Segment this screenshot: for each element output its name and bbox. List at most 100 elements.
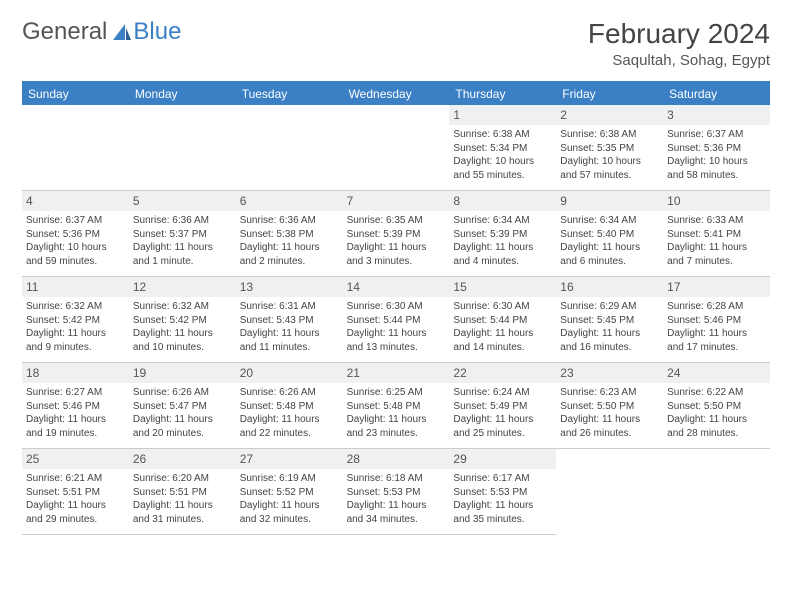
day-cell: 22Sunrise: 6:24 AMSunset: 5:49 PMDayligh… bbox=[449, 363, 556, 449]
daylight-text: Daylight: 10 hours and 57 minutes. bbox=[560, 155, 659, 182]
sunset-text: Sunset: 5:45 PM bbox=[560, 314, 659, 328]
day-number: 2 bbox=[556, 105, 663, 125]
day-number: 24 bbox=[663, 363, 770, 383]
sunrise-text: Sunrise: 6:30 AM bbox=[347, 300, 446, 314]
sunset-text: Sunset: 5:50 PM bbox=[667, 400, 766, 414]
sunset-text: Sunset: 5:36 PM bbox=[667, 142, 766, 156]
sunset-text: Sunset: 5:37 PM bbox=[133, 228, 232, 242]
day-cell: 24Sunrise: 6:22 AMSunset: 5:50 PMDayligh… bbox=[663, 363, 770, 449]
day-cell: 26 Sunrise: 6:20 AMSunset: 5:51 PMDayligh… bbox=[129, 449, 236, 535]
empty-cell bbox=[343, 105, 450, 191]
sunrise-text: Sunrise: 6:38 AM bbox=[453, 128, 552, 142]
sunset-text: Sunset: 5:46 PM bbox=[26, 400, 125, 414]
day-number: 3 bbox=[663, 105, 770, 125]
day-cell: 1Sunrise: 6:38 AMSunset: 5:34 PMDaylight… bbox=[449, 105, 556, 191]
day-cell: 28Sunrise: 6:18 AMSunset: 5:53 PMDayligh… bbox=[343, 449, 450, 535]
sunset-text: Sunset: 5:51 PM bbox=[26, 486, 125, 500]
day-cell: 20Sunrise: 6:26 AMSunset: 5:48 PMDayligh… bbox=[236, 363, 343, 449]
logo-text-1: General bbox=[22, 18, 107, 46]
calendar-grid: 1Sunrise: 6:38 AMSunset: 5:34 PMDaylight… bbox=[22, 105, 770, 535]
sunrise-text: Sunrise: 6:26 AM bbox=[133, 386, 232, 400]
sunrise-text: Sunrise: 6:34 AM bbox=[560, 214, 659, 228]
daylight-text: Daylight: 11 hours and 13 minutes. bbox=[347, 327, 446, 354]
sunset-text: Sunset: 5:39 PM bbox=[347, 228, 446, 242]
sunset-text: Sunset: 5:40 PM bbox=[560, 228, 659, 242]
daylight-text: Daylight: 11 hours and 35 minutes. bbox=[453, 499, 552, 526]
sunrise-text: Sunrise: 6:30 AM bbox=[453, 300, 552, 314]
sunset-text: Sunset: 5:51 PM bbox=[133, 486, 232, 500]
day-number: 13 bbox=[236, 277, 343, 297]
sunrise-text: Sunrise: 6:29 AM bbox=[560, 300, 659, 314]
location-text: Saqultah, Sohag, Egypt bbox=[588, 52, 770, 69]
day-cell: 12 Sunrise: 6:32 AMSunset: 5:42 PMDayligh… bbox=[129, 277, 236, 363]
sunset-text: Sunset: 5:53 PM bbox=[347, 486, 446, 500]
day-cell: 9Sunrise: 6:34 AMSunset: 5:40 PMDaylight… bbox=[556, 191, 663, 277]
sunrise-text: Sunrise: 6:20 AM bbox=[133, 472, 232, 486]
sunrise-text: Sunrise: 6:37 AM bbox=[26, 214, 125, 228]
day-number: 7 bbox=[343, 191, 450, 211]
weekday-header: SundayMondayTuesdayWednesdayThursdayFrid… bbox=[22, 83, 770, 105]
daylight-text: Daylight: 11 hours and 28 minutes. bbox=[667, 413, 766, 440]
day-cell: 7Sunrise: 6:35 AMSunset: 5:39 PMDaylight… bbox=[343, 191, 450, 277]
day-cell: 17Sunrise: 6:28 AMSunset: 5:46 PMDayligh… bbox=[663, 277, 770, 363]
daylight-text: Daylight: 11 hours and 14 minutes. bbox=[453, 327, 552, 354]
sunrise-text: Sunrise: 6:36 AM bbox=[240, 214, 339, 228]
weekday-label: Saturday bbox=[663, 83, 770, 105]
sunset-text: Sunset: 5:53 PM bbox=[453, 486, 552, 500]
daylight-text: Daylight: 11 hours and 4 minutes. bbox=[453, 241, 552, 268]
day-cell: 16Sunrise: 6:29 AMSunset: 5:45 PMDayligh… bbox=[556, 277, 663, 363]
sunset-text: Sunset: 5:44 PM bbox=[453, 314, 552, 328]
daylight-text: Daylight: 11 hours and 26 minutes. bbox=[560, 413, 659, 440]
sunset-text: Sunset: 5:50 PM bbox=[560, 400, 659, 414]
day-cell: 14Sunrise: 6:30 AMSunset: 5:44 PMDayligh… bbox=[343, 277, 450, 363]
sunset-text: Sunset: 5:48 PM bbox=[240, 400, 339, 414]
sunrise-text: Sunrise: 6:28 AM bbox=[667, 300, 766, 314]
sunrise-text: Sunrise: 6:32 AM bbox=[133, 300, 232, 314]
daylight-text: Daylight: 10 hours and 58 minutes. bbox=[667, 155, 766, 182]
day-cell: 4Sunrise: 6:37 AMSunset: 5:36 PMDaylight… bbox=[22, 191, 129, 277]
daylight-text: Daylight: 11 hours and 11 minutes. bbox=[240, 327, 339, 354]
sunrise-text: Sunrise: 6:27 AM bbox=[26, 386, 125, 400]
empty-cell bbox=[22, 105, 129, 191]
day-number: 6 bbox=[236, 191, 343, 211]
empty-cell bbox=[129, 105, 236, 191]
sunset-text: Sunset: 5:48 PM bbox=[347, 400, 446, 414]
sunrise-text: Sunrise: 6:17 AM bbox=[453, 472, 552, 486]
day-cell: 15Sunrise: 6:30 AMSunset: 5:44 PMDayligh… bbox=[449, 277, 556, 363]
day-cell: 6 Sunrise: 6:36 AMSunset: 5:38 PMDaylight… bbox=[236, 191, 343, 277]
day-cell: 2Sunrise: 6:38 AMSunset: 5:35 PMDaylight… bbox=[556, 105, 663, 191]
sunrise-text: Sunrise: 6:19 AM bbox=[240, 472, 339, 486]
sunrise-text: Sunrise: 6:35 AM bbox=[347, 214, 446, 228]
sunrise-text: Sunrise: 6:34 AM bbox=[453, 214, 552, 228]
calendar: SundayMondayTuesdayWednesdayThursdayFrid… bbox=[22, 81, 770, 535]
daylight-text: Daylight: 11 hours and 31 minutes. bbox=[133, 499, 232, 526]
day-number: 12 bbox=[129, 277, 236, 297]
daylight-text: Daylight: 11 hours and 1 minute. bbox=[133, 241, 232, 268]
daylight-text: Daylight: 11 hours and 10 minutes. bbox=[133, 327, 232, 354]
day-cell: 3 Sunrise: 6:37 AMSunset: 5:36 PMDaylight… bbox=[663, 105, 770, 191]
day-number: 14 bbox=[343, 277, 450, 297]
sunset-text: Sunset: 5:36 PM bbox=[26, 228, 125, 242]
daylight-text: Daylight: 11 hours and 17 minutes. bbox=[667, 327, 766, 354]
daylight-text: Daylight: 11 hours and 25 minutes. bbox=[453, 413, 552, 440]
sunset-text: Sunset: 5:42 PM bbox=[26, 314, 125, 328]
day-number: 5 bbox=[129, 191, 236, 211]
day-cell: 11Sunrise: 6:32 AMSunset: 5:42 PMDayligh… bbox=[22, 277, 129, 363]
day-cell: 25Sunrise: 6:21 AMSunset: 5:51 PMDayligh… bbox=[22, 449, 129, 535]
sunset-text: Sunset: 5:42 PM bbox=[133, 314, 232, 328]
daylight-text: Daylight: 11 hours and 23 minutes. bbox=[347, 413, 446, 440]
day-number: 29 bbox=[449, 449, 556, 469]
sunset-text: Sunset: 5:38 PM bbox=[240, 228, 339, 242]
weekday-label: Monday bbox=[129, 83, 236, 105]
day-number: 9 bbox=[556, 191, 663, 211]
logo-text-2: Blue bbox=[133, 18, 181, 46]
daylight-text: Daylight: 11 hours and 7 minutes. bbox=[667, 241, 766, 268]
day-cell: 18Sunrise: 6:27 AMSunset: 5:46 PMDayligh… bbox=[22, 363, 129, 449]
sunrise-text: Sunrise: 6:37 AM bbox=[667, 128, 766, 142]
day-cell: 13Sunrise: 6:31 AMSunset: 5:43 PMDayligh… bbox=[236, 277, 343, 363]
page-title: February 2024 bbox=[588, 18, 770, 50]
day-cell: 23Sunrise: 6:23 AMSunset: 5:50 PMDayligh… bbox=[556, 363, 663, 449]
daylight-text: Daylight: 11 hours and 2 minutes. bbox=[240, 241, 339, 268]
day-cell: 10Sunrise: 6:33 AMSunset: 5:41 PMDayligh… bbox=[663, 191, 770, 277]
day-number: 26 bbox=[129, 449, 236, 469]
